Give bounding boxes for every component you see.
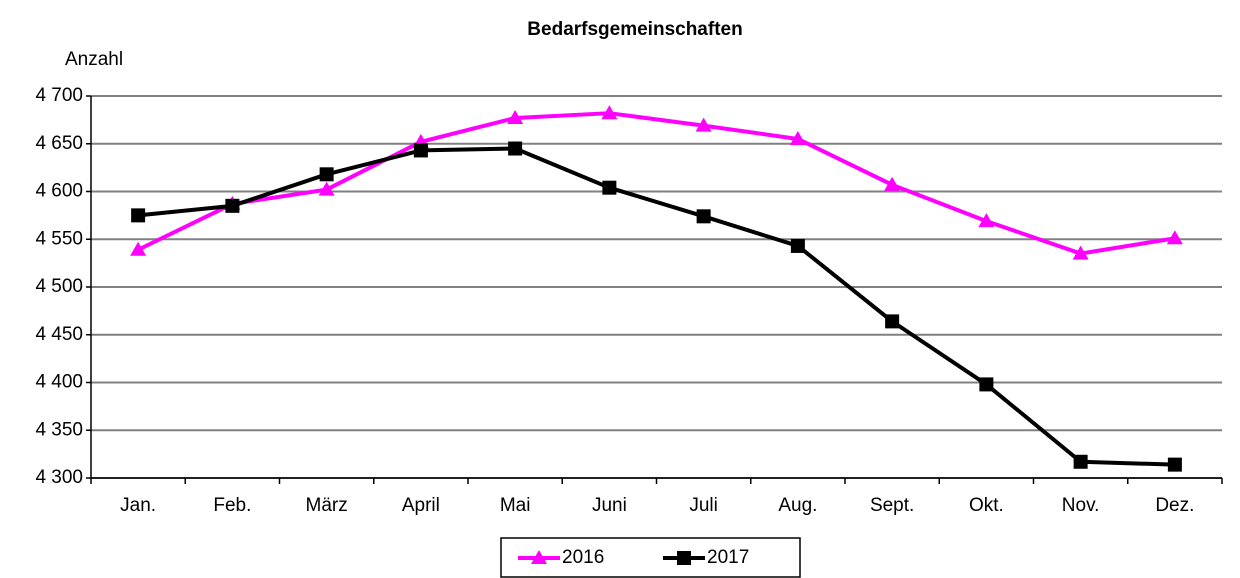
marker xyxy=(789,130,806,145)
marker xyxy=(1073,454,1088,469)
y-tick-label: 4 600 xyxy=(35,181,83,202)
marker xyxy=(884,176,901,191)
legend-label: 2016 xyxy=(562,547,604,568)
marker xyxy=(531,550,547,564)
series-line xyxy=(137,111,1176,256)
y-tick-label: 4 300 xyxy=(35,467,83,488)
x-tick-label: Juni xyxy=(592,495,627,516)
marker xyxy=(790,238,805,253)
marker xyxy=(319,167,334,182)
marker xyxy=(1166,230,1183,245)
y-tick-label: 4 500 xyxy=(35,276,83,297)
x-tick-label: Aug. xyxy=(778,495,817,516)
marker xyxy=(130,241,147,256)
y-axis-title: Anzahl xyxy=(65,49,123,70)
y-tick-label: 4 400 xyxy=(35,372,83,393)
marker xyxy=(1167,457,1182,472)
x-tick-label: März xyxy=(306,495,348,516)
marker xyxy=(978,213,995,228)
x-tick-label: April xyxy=(402,495,440,516)
marker xyxy=(318,181,335,196)
x-tick-label: Sept. xyxy=(870,495,914,516)
y-tick-label: 4 700 xyxy=(35,85,83,106)
x-tick-label: Feb. xyxy=(213,495,251,516)
x-tick-label: Dez. xyxy=(1155,495,1194,516)
y-tick-label: 4 650 xyxy=(35,133,83,154)
x-tick-label: Juli xyxy=(689,495,718,516)
y-tick-label: 4 550 xyxy=(35,228,83,249)
legend-label: 2017 xyxy=(707,547,749,568)
x-tick-label: Jan. xyxy=(120,495,156,516)
marker xyxy=(695,117,712,132)
marker xyxy=(696,209,711,224)
x-tick-label: Okt. xyxy=(969,495,1004,516)
series-line xyxy=(137,146,1175,467)
marker xyxy=(979,377,994,392)
x-tick-label: Nov. xyxy=(1062,495,1100,516)
marker xyxy=(131,208,146,223)
marker xyxy=(1072,245,1089,260)
marker xyxy=(885,314,900,329)
chart-title: Bedarfsgemeinschaften xyxy=(527,19,742,40)
y-tick-label: 4 450 xyxy=(35,324,83,345)
marker xyxy=(225,198,240,213)
marker xyxy=(602,180,617,195)
marker xyxy=(413,143,428,158)
x-tick-label: Mai xyxy=(500,495,531,516)
marker xyxy=(508,141,523,156)
marker xyxy=(507,109,524,124)
y-tick-label: 4 350 xyxy=(35,419,83,440)
marker xyxy=(677,551,691,565)
marker xyxy=(601,105,618,120)
